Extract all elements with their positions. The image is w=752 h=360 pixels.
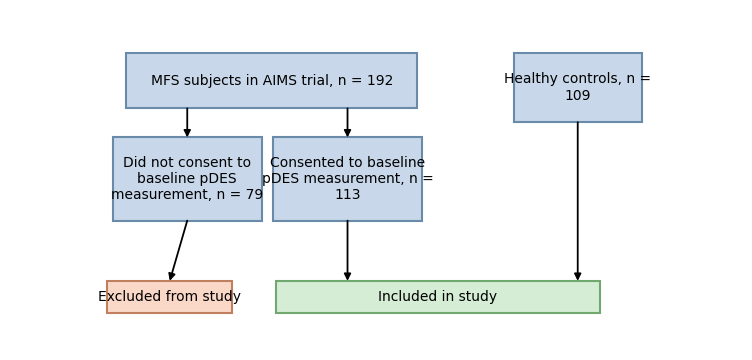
Text: Consented to baseline
pDES measurement, n =
113: Consented to baseline pDES measurement, …: [262, 156, 433, 202]
FancyBboxPatch shape: [126, 53, 417, 108]
FancyBboxPatch shape: [273, 138, 422, 221]
Text: Did not consent to
baseline pDES
measurement, n = 79: Did not consent to baseline pDES measure…: [111, 156, 263, 202]
FancyBboxPatch shape: [276, 281, 599, 313]
FancyBboxPatch shape: [514, 53, 641, 122]
Text: Healthy controls, n =
109: Healthy controls, n = 109: [504, 72, 651, 103]
Text: Included in study: Included in study: [378, 290, 497, 304]
FancyBboxPatch shape: [113, 138, 262, 221]
FancyBboxPatch shape: [107, 281, 232, 313]
Text: Excluded from study: Excluded from study: [99, 290, 241, 304]
Text: MFS subjects in AIMS trial, n = 192: MFS subjects in AIMS trial, n = 192: [150, 74, 393, 87]
